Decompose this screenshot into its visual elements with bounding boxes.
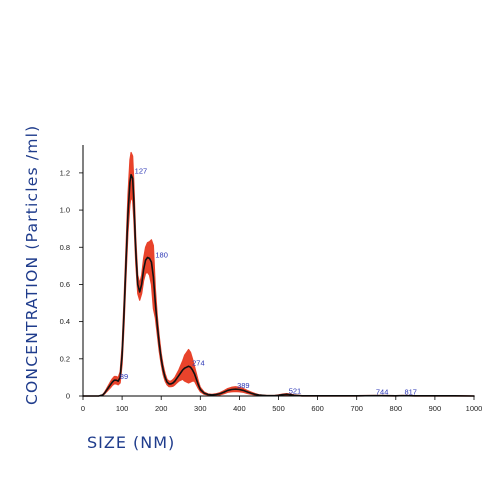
error-band-layer: [82, 151, 475, 397]
x-tick-label: 600: [311, 404, 324, 413]
x-axis-label: SIZE (NM): [87, 433, 175, 452]
x-tick-label: 400: [233, 404, 246, 413]
labels-layer: CONCENTRATION (Particles /ml) SIZE (NM) …: [23, 125, 417, 452]
y-tick-label: 1.0: [60, 206, 70, 215]
y-tick-label: 1.2: [60, 168, 70, 177]
y-axis-label: CONCENTRATION (Particles /ml): [23, 125, 41, 405]
peak-label: 127: [135, 167, 148, 176]
x-tick-label: 100: [116, 404, 129, 413]
y-tick-label: 0: [66, 392, 70, 401]
peak-label: 180: [155, 250, 168, 259]
y-tick-label: 0.8: [60, 243, 70, 252]
x-tick-label: 300: [194, 404, 207, 413]
y-tick-label: 0.6: [60, 280, 70, 289]
peak-label: 389: [237, 381, 250, 390]
x-tick-label: 200: [155, 404, 168, 413]
peak-label: 817: [404, 388, 417, 397]
peak-label: 744: [376, 388, 389, 397]
peak-label: 89: [120, 372, 128, 381]
x-tick-label: 900: [429, 404, 442, 413]
mean-concentration-line: [82, 173, 475, 397]
peak-label: 274: [192, 358, 205, 367]
x-tick-label: 1000: [466, 404, 483, 413]
error-band: [82, 151, 475, 397]
x-tick-label: 700: [350, 404, 363, 413]
x-tick-label: 0: [81, 404, 85, 413]
peak-label: 521: [289, 386, 302, 395]
x-tick-label: 500: [272, 404, 285, 413]
y-tick-label: 0.4: [60, 317, 70, 326]
x-tick-label: 800: [390, 404, 403, 413]
axes-layer: 0 100 200 300 400 500 600 700 800 900 1000 0 0.2 0.4 0…: [60, 145, 483, 413]
mean-line-layer: [82, 173, 475, 397]
y-tick-label: 0.2: [60, 354, 70, 363]
